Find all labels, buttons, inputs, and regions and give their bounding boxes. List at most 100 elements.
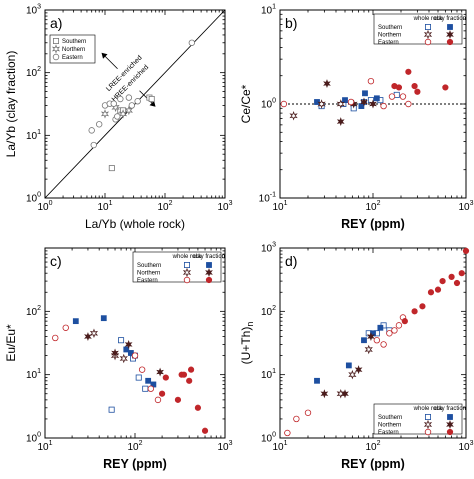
data-point xyxy=(414,88,421,95)
data-point xyxy=(388,93,396,100)
legend-marker xyxy=(447,414,453,420)
y-tick-label: 101 xyxy=(261,368,276,381)
legend-marker xyxy=(424,413,431,420)
legend-label: Northern xyxy=(378,33,401,39)
legend-label: Eastern xyxy=(62,55,83,61)
legend-marker xyxy=(423,419,433,430)
y-tick-label: 102 xyxy=(261,305,276,318)
x-axis-title: REY (ppm) xyxy=(341,217,405,231)
x-tick-label: 101 xyxy=(97,200,112,213)
data-point xyxy=(442,84,449,91)
data-point xyxy=(336,117,345,127)
data-point xyxy=(453,279,461,287)
series-southern-clay-fraction xyxy=(314,324,384,384)
x-tick-label: 103 xyxy=(217,440,232,453)
legend-marker xyxy=(51,44,61,54)
legend-label: Southern xyxy=(137,263,161,269)
y-axis-title: Eu/Eu* xyxy=(4,324,18,362)
data-point xyxy=(386,330,393,337)
legend-marker xyxy=(447,24,453,30)
data-point xyxy=(458,270,465,277)
arrow-head xyxy=(149,100,156,107)
data-point xyxy=(293,415,300,423)
panel-b: 101 102 103 10-1 100 101 b) REY (ppm) Ce/Ce* whol… xyxy=(239,4,474,232)
legend-marker xyxy=(53,38,60,45)
series-eastern-clay-fraction xyxy=(401,247,470,325)
y-tick-label: 101 xyxy=(261,4,276,17)
data-point xyxy=(100,109,110,119)
data-point xyxy=(364,344,373,355)
data-point xyxy=(117,95,124,103)
data-point xyxy=(145,377,152,384)
data-point xyxy=(320,389,329,399)
data-point xyxy=(419,303,426,310)
legend-marker xyxy=(183,276,191,284)
data-point xyxy=(147,385,155,392)
data-point xyxy=(284,429,291,437)
legend-header: whole rock xyxy=(413,16,444,22)
data-point xyxy=(62,324,69,331)
y-axis-title: Ce/Ce* xyxy=(239,84,253,123)
data-point xyxy=(118,337,125,344)
data-point xyxy=(336,99,345,109)
data-point xyxy=(108,406,115,413)
legend-label: Eastern xyxy=(378,40,399,46)
data-point xyxy=(131,352,139,359)
series-northern-whole-rock xyxy=(89,328,128,364)
legend-marker xyxy=(182,267,192,278)
legend-label: Eastern xyxy=(378,430,399,436)
legend-label: Southern xyxy=(378,415,402,421)
data-point xyxy=(304,409,312,416)
data-point xyxy=(111,348,119,358)
data-point xyxy=(108,165,115,172)
x-tick-label: 102 xyxy=(127,440,142,453)
series-northern-clay-fraction xyxy=(323,79,377,127)
data-point xyxy=(128,102,136,109)
x-axis-title: La/Yb (whole rock) xyxy=(85,217,185,231)
legend-marker xyxy=(205,276,213,284)
data-point xyxy=(135,374,142,381)
legend-marker xyxy=(423,29,433,40)
x-tick-label: 100 xyxy=(37,200,52,213)
data-point xyxy=(162,374,169,381)
data-point xyxy=(362,90,368,97)
series-northern-clay-fraction xyxy=(320,332,375,399)
data-point xyxy=(391,327,398,334)
legend-header: whole rock xyxy=(172,254,203,260)
data-point xyxy=(114,113,121,120)
legend-marker xyxy=(446,428,454,436)
panel-label: b) xyxy=(285,15,297,31)
data-point xyxy=(289,110,298,121)
data-point xyxy=(369,99,377,109)
data-point xyxy=(138,366,146,373)
data-point xyxy=(156,367,164,377)
arrow-shaft xyxy=(103,54,118,70)
data-point xyxy=(52,334,59,342)
data-point xyxy=(373,337,381,344)
data-point xyxy=(110,100,117,107)
data-point xyxy=(401,318,408,325)
data-point xyxy=(100,315,107,322)
data-point xyxy=(142,385,149,392)
data-point xyxy=(377,324,384,331)
legend-marker xyxy=(446,30,454,39)
data-point xyxy=(395,322,403,329)
legend-header: clay fraction xyxy=(434,16,466,22)
data-point xyxy=(367,77,375,85)
legend-marker xyxy=(183,261,190,268)
data-point xyxy=(188,39,196,46)
data-point xyxy=(434,286,442,293)
legend-marker xyxy=(52,53,60,61)
x-axis-title: REY (ppm) xyxy=(341,457,405,471)
data-point xyxy=(411,83,418,90)
y-tick-label: 101 xyxy=(26,129,41,142)
data-point xyxy=(154,396,162,404)
data-point xyxy=(89,328,99,339)
y-tick-label: 101 xyxy=(26,368,41,381)
data-point xyxy=(373,95,380,102)
y-tick-label: 100 xyxy=(261,98,276,111)
x-tick-label: 102 xyxy=(365,200,380,213)
panel-label: c) xyxy=(50,253,62,269)
